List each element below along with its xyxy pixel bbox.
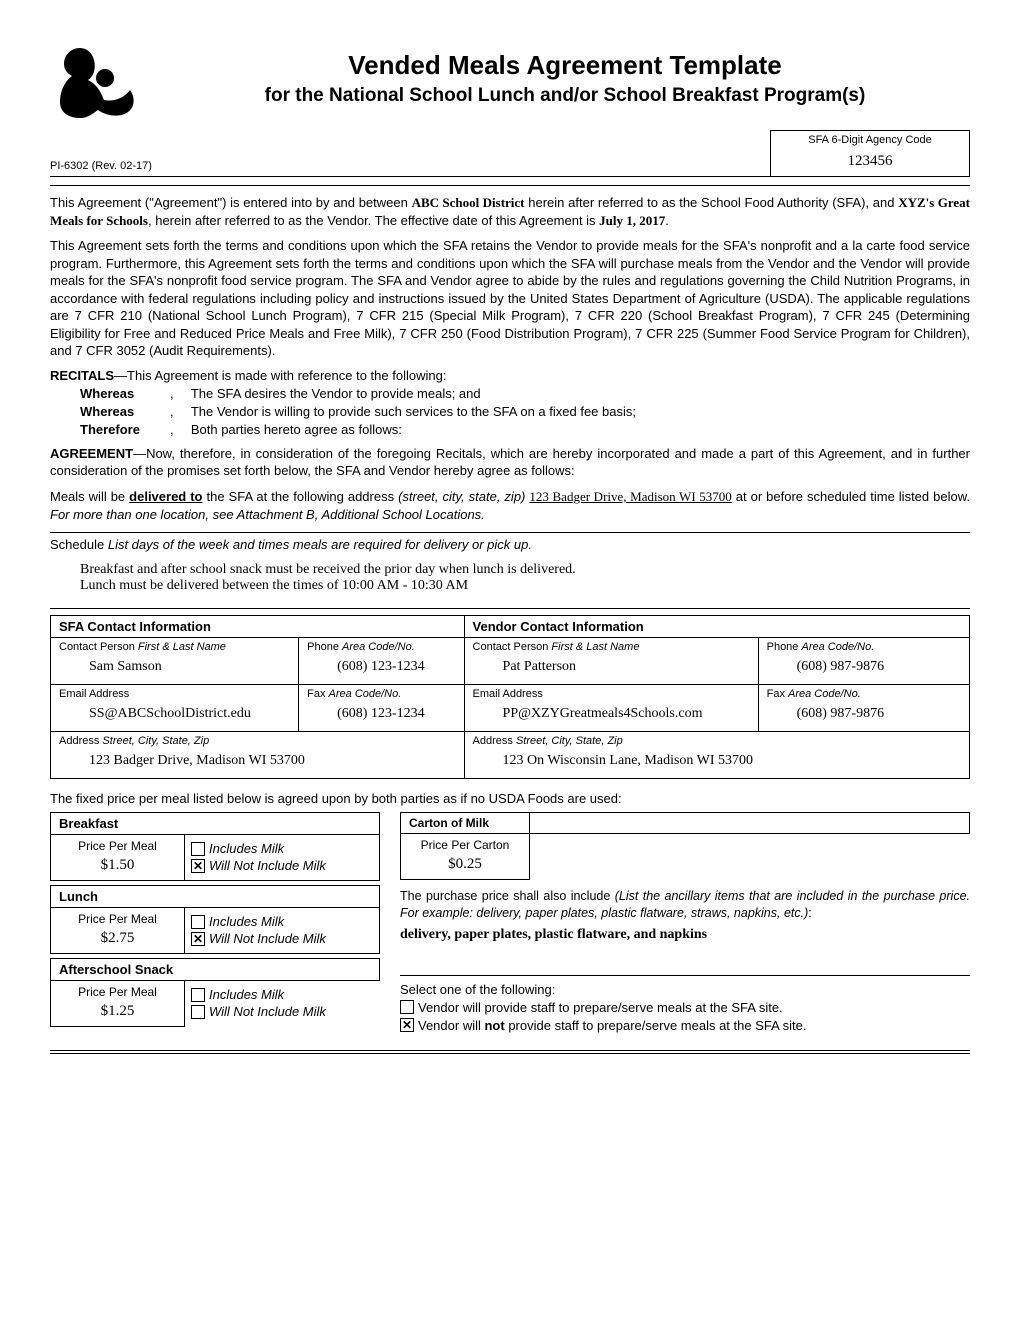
snack-block: Afterschool Snack Price Per Meal$1.25 In…	[50, 958, 380, 1027]
intro-paragraph-1: This Agreement ("Agreement") is entered …	[50, 194, 970, 229]
sfa-phone: (608) 123-1234	[307, 653, 455, 681]
breakfast-price: $1.50	[55, 853, 180, 874]
vendor-contact-name: Pat Patterson	[473, 653, 750, 681]
recitals-header: RECITALS	[50, 368, 114, 383]
sfa-fax: (608) 123-1234	[307, 700, 455, 728]
contact-table: SFA Contact Information Vendor Contact I…	[50, 615, 970, 779]
document-subtitle: for the National School Lunch and/or Sch…	[160, 85, 970, 107]
snack-not-include-milk-checkbox[interactable]	[191, 1005, 205, 1019]
vendor-not-provide-staff-checkbox[interactable]: ✕	[400, 1018, 414, 1032]
delivery-line: Meals will be delivered to the SFA at th…	[50, 488, 970, 524]
lunch-price: $2.75	[55, 926, 180, 947]
vendor-contact-header: Vendor Contact Information	[464, 616, 969, 638]
form-meta-bar: PI-6302 (Rev. 02-17) SFA 6-Digit Agency …	[50, 130, 970, 177]
agency-code-box: SFA 6-Digit Agency Code 123456	[770, 130, 970, 177]
vendor-phone: (608) 987-9876	[767, 653, 961, 681]
schedule-line-2: Lunch must be delivered between the time…	[80, 578, 970, 594]
agency-code-label: SFA 6-Digit Agency Code	[771, 131, 969, 149]
vendor-fax: (608) 987-9876	[767, 700, 961, 728]
logo-icon	[50, 40, 140, 120]
sfa-contact-name: Sam Samson	[59, 653, 290, 681]
breakfast-block: Breakfast Price Per Meal$1.50 Includes M…	[50, 812, 380, 881]
agency-code-value: 123456	[771, 149, 969, 176]
agreement-paragraph: AGREEMENT—Now, therefore, in considerati…	[50, 445, 970, 480]
lunch-block: Lunch Price Per Meal$2.75 Includes Milk …	[50, 885, 380, 954]
schedule-line-1: Breakfast and after school snack must be…	[80, 562, 970, 578]
schedule-block: Schedule List days of the week and times…	[50, 532, 970, 609]
agreement-header: AGREEMENT	[50, 446, 133, 461]
vendor-address: 123 On Wisconsin Lane, Madison WI 53700	[473, 747, 961, 775]
document-header: Vended Meals Agreement Template for the …	[50, 40, 970, 120]
ancillary-block: The purchase price shall also include (L…	[400, 888, 970, 945]
snack-includes-milk-checkbox[interactable]	[191, 988, 205, 1002]
intro-paragraph-2: This Agreement sets forth the terms and …	[50, 237, 970, 360]
carton-price: $0.25	[405, 852, 525, 873]
sfa-address: 123 Badger Drive, Madison WI 53700	[59, 747, 456, 775]
vendor-provides-staff-checkbox[interactable]	[400, 1000, 414, 1014]
lunch-includes-milk-checkbox[interactable]	[191, 915, 205, 929]
delivery-address: 123 Badger Drive, Madison WI 53700	[529, 489, 731, 504]
recitals-section: RECITALS—This Agreement is made with ref…	[50, 368, 970, 437]
lunch-not-include-milk-checkbox[interactable]: ✕	[191, 932, 205, 946]
ancillary-value: delivery, paper plates, plastic flatware…	[400, 926, 970, 945]
snack-price: $1.25	[55, 999, 180, 1020]
vendor-email: PP@XZYGreatmeals4Schools.com	[473, 700, 750, 728]
sfa-name: ABC School District	[412, 195, 525, 210]
effective-date: July 1, 2017	[599, 213, 665, 228]
pricing-intro: The fixed price per meal listed below is…	[50, 791, 970, 806]
sfa-contact-header: SFA Contact Information	[51, 616, 465, 638]
sfa-email: SS@ABCSchoolDistrict.edu	[59, 700, 290, 728]
carton-block: Carton of Milk Price Per Carton$0.25	[400, 812, 970, 880]
breakfast-includes-milk-checkbox[interactable]	[191, 842, 205, 856]
pricing-grid: Breakfast Price Per Meal$1.50 Includes M…	[50, 812, 970, 1036]
staff-select-block: Select one of the following: Vendor will…	[400, 975, 970, 1033]
document-title: Vended Meals Agreement Template	[160, 50, 970, 81]
form-number: PI-6302 (Rev. 02-17)	[50, 160, 770, 176]
breakfast-not-include-milk-checkbox[interactable]: ✕	[191, 859, 205, 873]
